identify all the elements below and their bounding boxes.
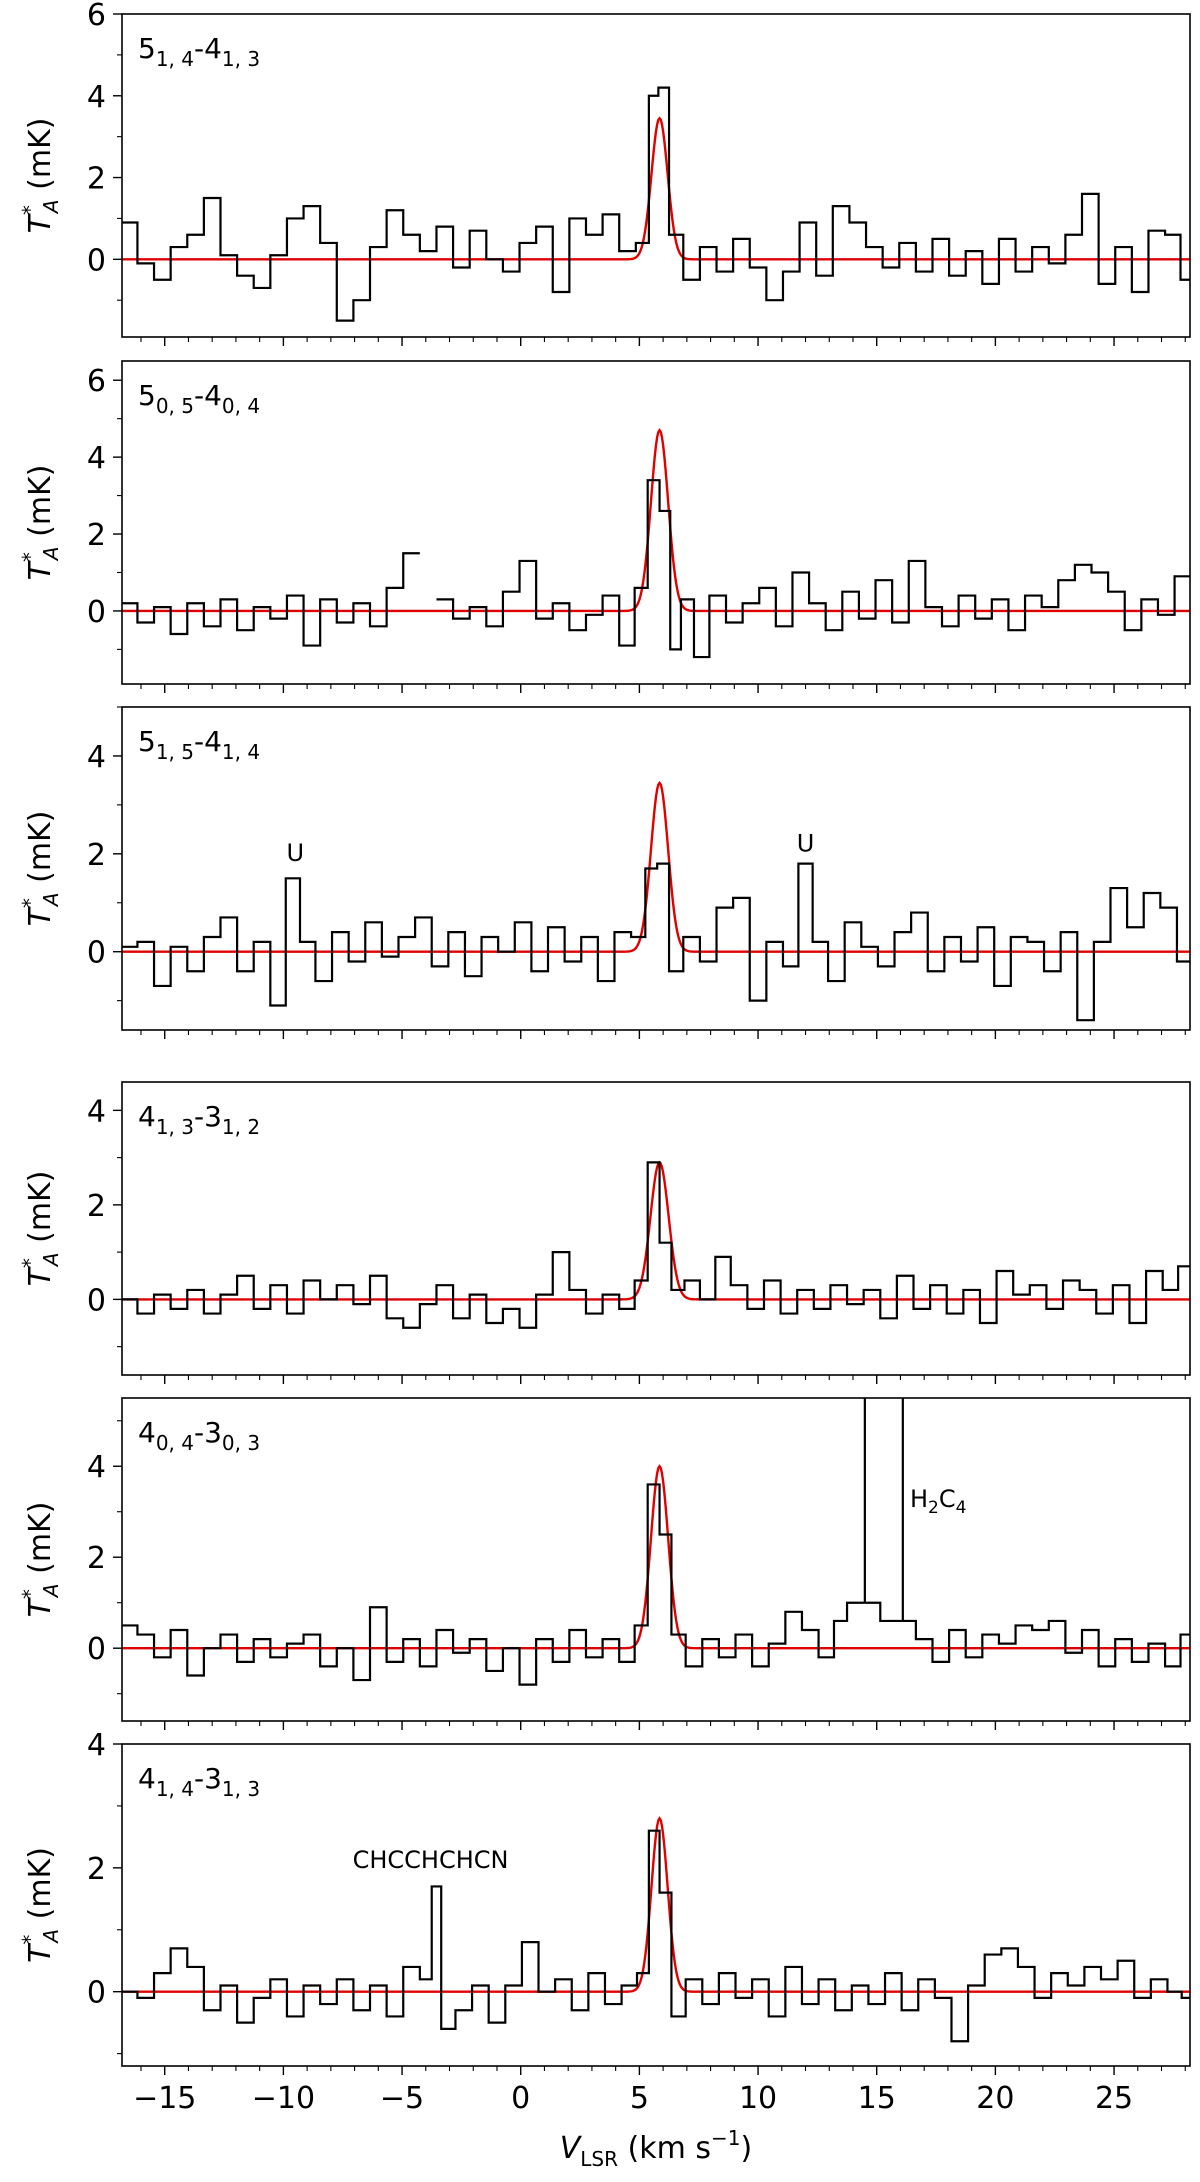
panel-frame bbox=[121, 13, 1191, 338]
y-axis-title: T*A (mK) bbox=[18, 1502, 63, 1618]
spectrum-panel-3: 0 2 4 51, 5-41, 4 T*A (mK) U U bbox=[18, 706, 1191, 1039]
y-tick-label: 2 bbox=[87, 1852, 106, 1887]
spectrum-panel-4: 0 2 4 41, 3-31, 2 T*A (mK) bbox=[18, 1081, 1191, 1384]
spectrum-line bbox=[122, 1161, 1190, 1329]
gaussian-fit-line bbox=[122, 428, 1190, 613]
transition-label: 41, 3-31, 2 bbox=[138, 1100, 260, 1139]
x-axis-title: VLSR (km s−1) bbox=[560, 2126, 752, 2171]
x-tick-label: −15 bbox=[133, 2081, 196, 2116]
panel-frame bbox=[121, 1743, 1191, 2067]
y-tick-label: 6 bbox=[87, 0, 106, 33]
transition-label: 51, 5-41, 4 bbox=[138, 725, 260, 764]
x-tick-label: 10 bbox=[739, 2081, 777, 2116]
y-axis-title: T*A (mK) bbox=[18, 1171, 63, 1287]
y-axis-title: T*A (mK) bbox=[18, 118, 63, 234]
y-tick-label: 4 bbox=[87, 80, 106, 115]
line-annotation: U bbox=[286, 839, 304, 867]
spectrum-panel-6: 0 2 4 41, 4-31, 3 T*A (mK) CHCCHCHCN −15 −10 −5 0… bbox=[18, 1728, 1191, 2171]
line-annotation: CHCCHCHCN bbox=[353, 1846, 509, 1874]
y-tick-label: 0 bbox=[87, 1976, 106, 2011]
y-tick-label: 2 bbox=[87, 162, 106, 197]
y-tick-label: 4 bbox=[87, 1728, 106, 1763]
gaussian-fit-line bbox=[122, 1464, 1190, 1650]
y-tick-label: 6 bbox=[87, 364, 106, 399]
y-tick-label: 0 bbox=[87, 1632, 106, 1667]
line-annotation: U bbox=[797, 829, 815, 857]
panel-frame bbox=[121, 1397, 1191, 1722]
x-tick-label: 15 bbox=[858, 2081, 896, 2116]
y-tick-label: 0 bbox=[87, 1283, 106, 1318]
y-tick-label: 0 bbox=[87, 243, 106, 278]
y-tick-label: 2 bbox=[87, 1189, 106, 1224]
spectrum-panel-2: 0 2 4 6 50, 5-40, 4 T*A (mK) bbox=[18, 360, 1191, 693]
y-tick-label: 0 bbox=[87, 595, 106, 630]
transition-label: 41, 4-31, 3 bbox=[138, 1762, 260, 1801]
x-tick-label: 20 bbox=[976, 2081, 1014, 2116]
transition-label: 51, 4-41, 3 bbox=[138, 32, 260, 71]
y-axis-title: T*A (mK) bbox=[18, 811, 63, 927]
spectrum-line bbox=[122, 1483, 1190, 1686]
spectrum-line bbox=[122, 862, 1190, 1022]
line-annotation: H2C4 bbox=[910, 1485, 966, 1518]
panel-frame bbox=[121, 360, 1191, 685]
panel-frame bbox=[121, 1081, 1191, 1376]
spectrum-line bbox=[122, 86, 1190, 322]
y-axis-title: T*A (mK) bbox=[18, 1847, 63, 1963]
gaussian-fit-line bbox=[122, 1816, 1190, 1993]
x-tick-label: −5 bbox=[380, 2081, 424, 2116]
transition-label: 50, 5-40, 4 bbox=[138, 379, 260, 418]
y-tick-label: 0 bbox=[87, 936, 106, 971]
gaussian-fit-line bbox=[122, 116, 1190, 261]
y-tick-label: 4 bbox=[87, 1094, 106, 1129]
y-tick-label: 2 bbox=[87, 838, 106, 873]
y-tick-label: 2 bbox=[87, 518, 106, 553]
x-tick-label: 0 bbox=[511, 2081, 530, 2116]
gaussian-fit-line bbox=[122, 1160, 1190, 1301]
panel-frame bbox=[121, 706, 1191, 1031]
y-tick-label: 2 bbox=[87, 1541, 106, 1576]
spectrum-panel-5: 0 2 4 40, 4-30, 3 T*A (mK) H2C4 bbox=[18, 1397, 1191, 1730]
y-axis-title: T*A (mK) bbox=[18, 465, 63, 581]
y-tick-label: 4 bbox=[87, 740, 106, 775]
gaussian-fit-line bbox=[122, 780, 1190, 953]
spectrum-panel-1: 0 2 4 6 51, 4-41, 3 T*A (mK) bbox=[18, 0, 1191, 346]
transition-label: 40, 4-30, 3 bbox=[138, 1416, 260, 1455]
x-tick-label: 25 bbox=[1095, 2081, 1133, 2116]
x-tick-label: 5 bbox=[630, 2081, 649, 2116]
y-tick-label: 4 bbox=[87, 1450, 106, 1485]
spectrum-line bbox=[122, 479, 1190, 659]
y-tick-label: 4 bbox=[87, 441, 106, 476]
x-tick-label: −10 bbox=[252, 2081, 315, 2116]
spectrum-line bbox=[122, 1829, 1190, 2043]
